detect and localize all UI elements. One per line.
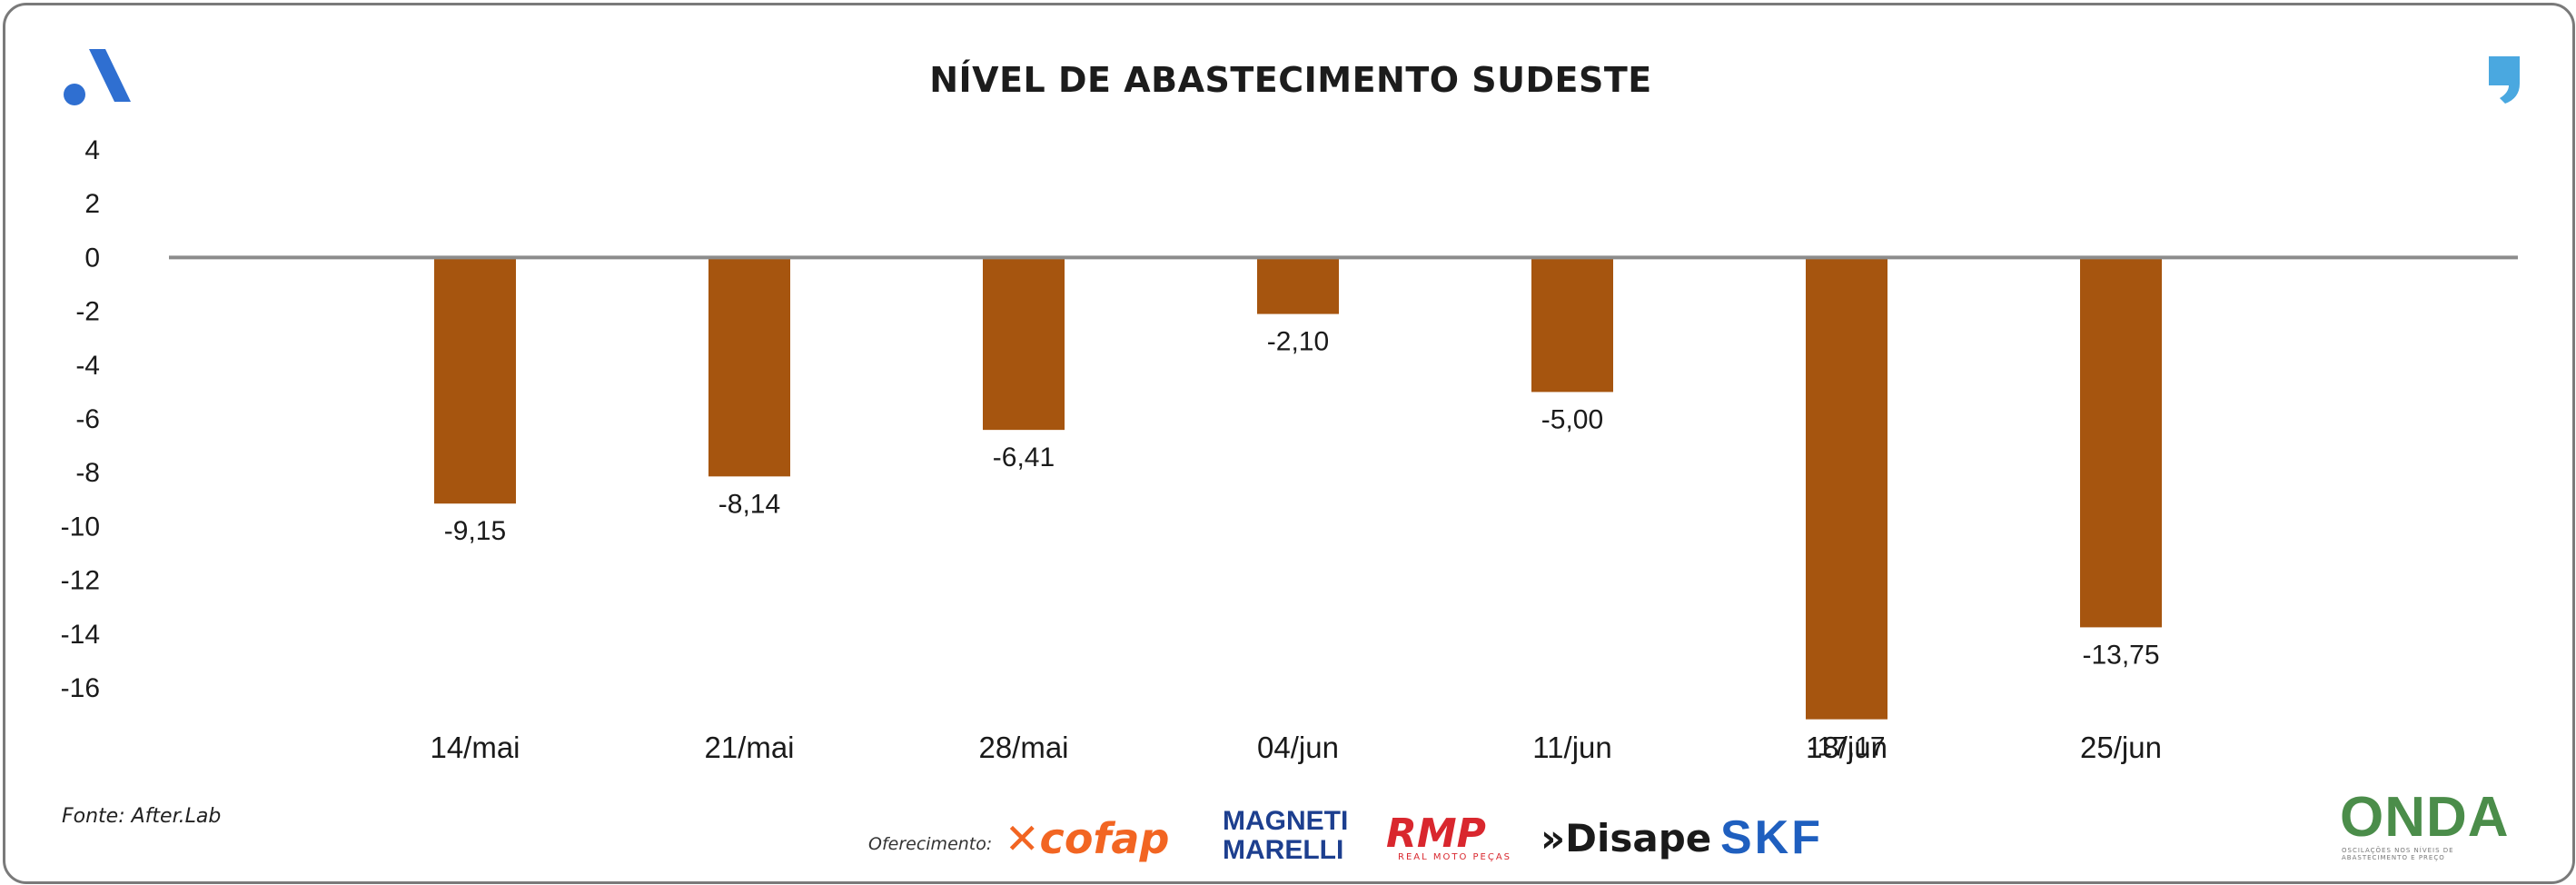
y-tick-label: -10 bbox=[61, 512, 100, 542]
marelli-text: MARELLI bbox=[1223, 835, 1344, 865]
y-tick-label: 0 bbox=[84, 243, 100, 273]
data-label: -8,14 bbox=[718, 489, 780, 519]
x-tick-label: 21/mai bbox=[704, 731, 794, 764]
source-note: Fonte: After.Lab bbox=[62, 805, 222, 828]
y-tick-label: -6 bbox=[75, 404, 100, 434]
data-label: -2,10 bbox=[1267, 327, 1329, 357]
x-tick-label: 25/jun bbox=[2080, 731, 2162, 764]
y-tick-label: 4 bbox=[84, 135, 100, 165]
bar bbox=[1257, 257, 1339, 314]
rmp-logo-subtitle: REAL MOTO PEÇAS bbox=[1398, 852, 1512, 862]
y-tick-label: -2 bbox=[75, 297, 100, 327]
magneti-marelli-logo: MAGNETI MARELLI bbox=[1223, 807, 1348, 865]
bar bbox=[983, 257, 1065, 431]
chart-title: NÍVEL DE ABASTECIMENTO SUDESTE bbox=[929, 60, 1652, 100]
onda-logo-text: ONDA bbox=[2340, 786, 2510, 849]
data-label: -13,75 bbox=[2082, 640, 2159, 670]
data-label: -6,41 bbox=[993, 442, 1055, 472]
data-label: -17,17 bbox=[1808, 732, 1885, 762]
brand-a-logo bbox=[64, 49, 131, 105]
quote-mark-logo bbox=[2489, 56, 2520, 104]
x-tick-label: 04/jun bbox=[1257, 731, 1339, 764]
data-label: -5,00 bbox=[1541, 404, 1603, 434]
bar-chart: 4 2 0 -2 -4 -6 -8 -10 -12 -14 -16 -9,15 14/mai -8,14 2… bbox=[61, 135, 2518, 764]
y-tick-label: -4 bbox=[75, 351, 100, 381]
x-tick-label: 28/mai bbox=[978, 731, 1068, 764]
skf-logo: SKF bbox=[1720, 811, 1823, 864]
bar bbox=[1531, 257, 1613, 393]
bar bbox=[708, 257, 790, 477]
cofap-logo: ✕cofap bbox=[1005, 814, 1169, 863]
data-label: -9,15 bbox=[444, 516, 506, 546]
y-tick-label: -8 bbox=[75, 458, 100, 488]
sponsor-label: Oferecimento: bbox=[868, 834, 993, 854]
magneti-text: MAGNETI bbox=[1223, 806, 1349, 836]
cofap-x-icon: ✕ bbox=[1005, 814, 1040, 863]
cofap-logo-text: cofap bbox=[1039, 814, 1170, 863]
y-tick-label: -12 bbox=[61, 566, 100, 596]
x-tick-label: 14/mai bbox=[430, 731, 520, 764]
y-tick-label: -14 bbox=[61, 620, 100, 650]
onda-logo-subtitle: OSCILAÇÕES NOS NÍVEIS DE ABASTECIMENTO E… bbox=[2342, 847, 2454, 861]
sponsors-strip: Oferecimento: ✕cofap MAGNETI MARELLI RMP… bbox=[868, 805, 1913, 869]
y-tick-label: 2 bbox=[84, 189, 100, 219]
bar bbox=[1806, 257, 1887, 720]
rmp-logo: RMP bbox=[1386, 810, 1486, 857]
bar bbox=[434, 257, 516, 504]
chart-card: NÍVEL DE ABASTECIMENTO SUDESTE 4 2 0 -2 -4 -6… bbox=[3, 3, 2575, 884]
y-tick-label: -16 bbox=[61, 673, 100, 703]
x-tick-label: 11/jun bbox=[1532, 731, 1611, 764]
onda-logo: ONDA OSCILAÇÕES NOS NÍVEIS DE ABASTECIME… bbox=[2340, 785, 2522, 861]
disape-logo: »Disape bbox=[1541, 816, 1712, 860]
bar bbox=[2080, 257, 2162, 628]
x-tick-label: 18/jun bbox=[1806, 731, 1887, 764]
